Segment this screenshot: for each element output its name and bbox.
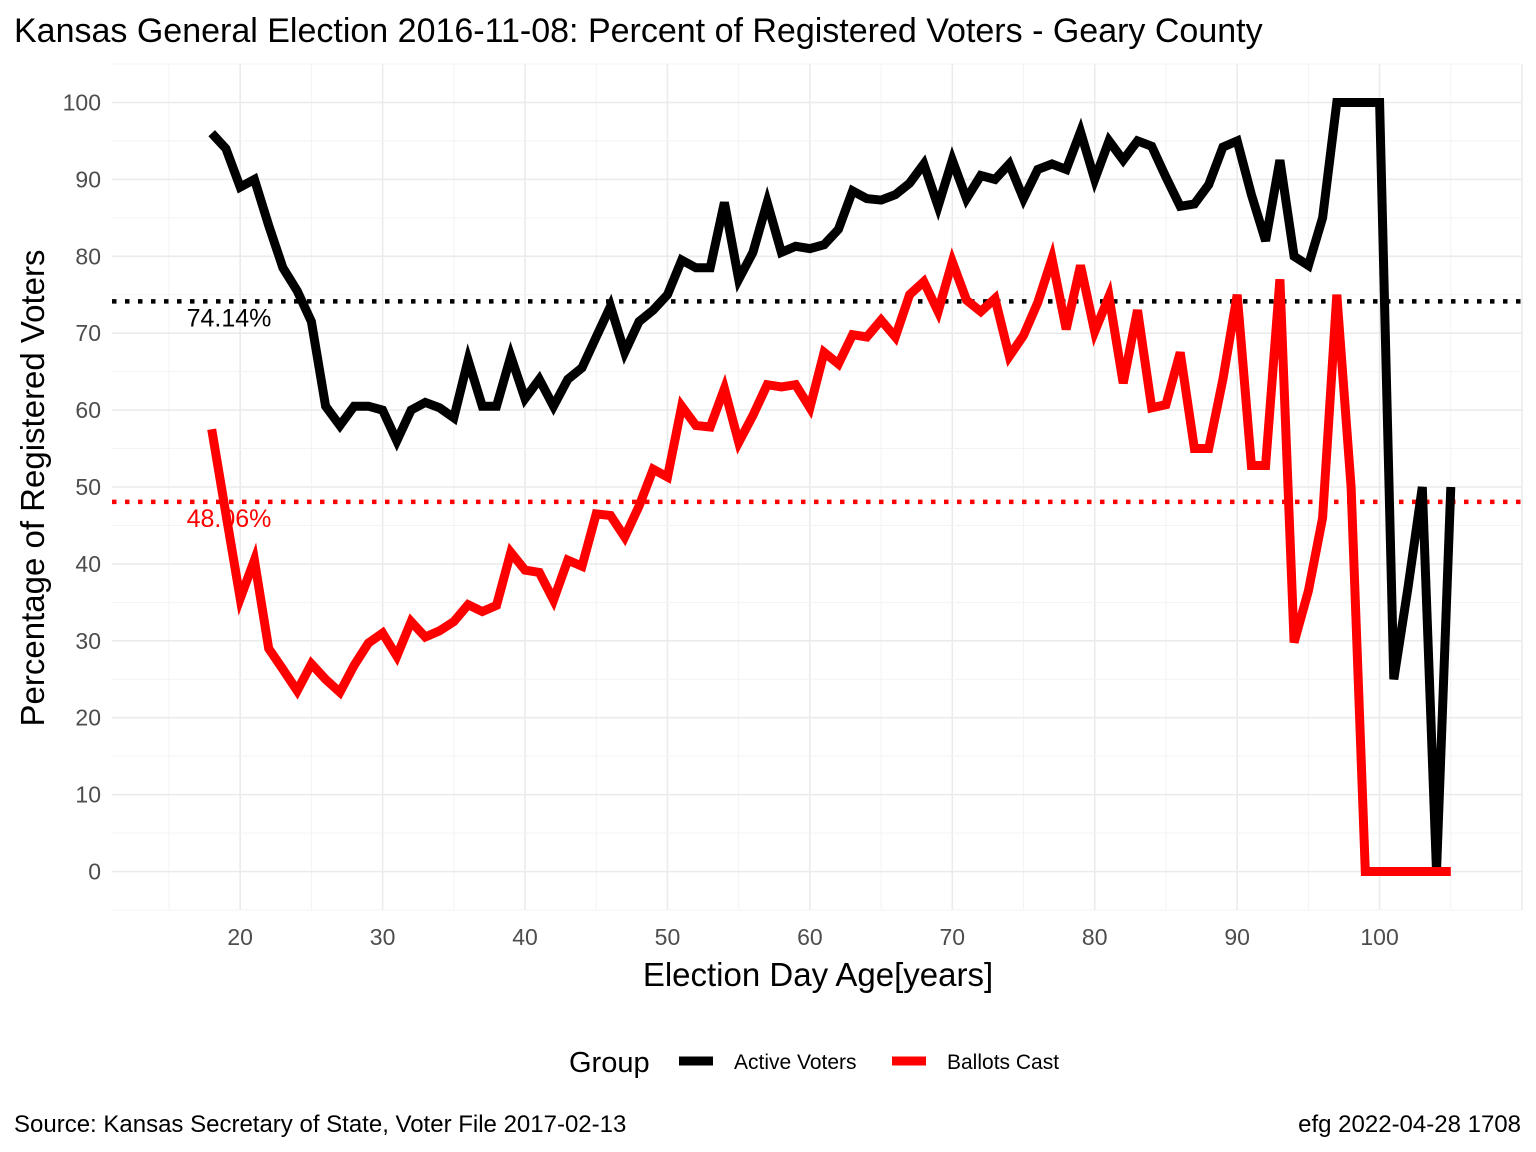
source-caption: Source: Kansas Secretary of State, Voter…	[14, 1111, 626, 1138]
series-line-ballots-cast	[207, 240, 1451, 876]
y-tick-label: 30	[75, 628, 101, 654]
reference-lines	[112, 299, 1522, 505]
legend-title: Group	[569, 1047, 650, 1079]
reference-labels: 74.14% 48.06%	[187, 304, 272, 533]
credit-caption: efg 2022-04-28 1708	[1298, 1111, 1521, 1138]
y-tick-label: 0	[88, 859, 101, 885]
legend-label-ballots-cast: Ballots Cast	[947, 1051, 1059, 1074]
x-tick-label: 100	[1360, 924, 1398, 950]
series-line-active-voters	[208, 98, 1456, 872]
reference-line-label: 74.14%	[187, 304, 272, 332]
y-tick-label: 60	[75, 397, 101, 423]
x-tick-label: 70	[940, 924, 966, 950]
x-tick-label: 30	[370, 924, 396, 950]
y-tick-label: 40	[75, 551, 101, 577]
y-tick-label: 70	[75, 320, 101, 346]
y-axis-title: Percentage of Registered Voters	[14, 250, 51, 727]
y-tick-label: 100	[63, 89, 101, 115]
grid	[112, 63, 1523, 911]
x-tick-label: 90	[1224, 924, 1250, 950]
x-tick-label: 80	[1082, 924, 1108, 950]
x-axis-title: Election Day Age[years]	[643, 956, 993, 993]
chart-title: Kansas General Election 2016-11-08: Perc…	[14, 12, 1263, 50]
x-tick-label: 50	[655, 924, 681, 950]
reference-line-label: 48.06%	[187, 505, 272, 533]
axis-ticks: 20 30 40 50 60 70 80 90 100 0 10 20 30 40 50 60 70 80 90 10…	[63, 89, 1399, 950]
x-tick-label: 20	[227, 924, 253, 950]
legend-label-active-voters: Active Voters	[734, 1051, 857, 1074]
y-tick-label: 10	[75, 782, 101, 808]
series-lines	[207, 98, 1456, 876]
y-tick-label: 50	[75, 474, 101, 500]
legend: Group Active Voters Ballots Cast	[569, 1047, 1059, 1079]
x-tick-label: 60	[797, 924, 823, 950]
y-tick-label: 90	[75, 166, 101, 192]
y-tick-label: 20	[75, 705, 101, 731]
x-tick-label: 40	[512, 924, 538, 950]
y-tick-label: 80	[75, 243, 101, 269]
